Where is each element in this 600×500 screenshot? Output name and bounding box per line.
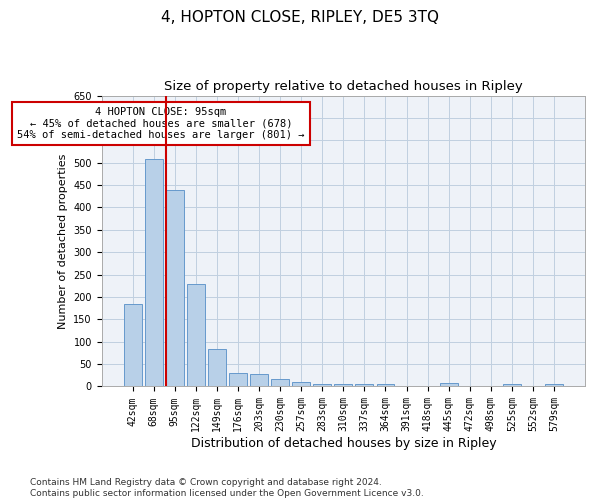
Text: 4 HOPTON CLOSE: 95sqm
← 45% of detached houses are smaller (678)
54% of semi-det: 4 HOPTON CLOSE: 95sqm ← 45% of detached …	[17, 106, 305, 140]
Bar	[355, 384, 373, 386]
Text: Contains HM Land Registry data © Crown copyright and database right 2024.
Contai: Contains HM Land Registry data © Crown c…	[30, 478, 424, 498]
Y-axis label: Number of detached properties: Number of detached properties	[58, 154, 68, 328]
Title: Size of property relative to detached houses in Ripley: Size of property relative to detached ho…	[164, 80, 523, 93]
X-axis label: Distribution of detached houses by size in Ripley: Distribution of detached houses by size …	[191, 437, 496, 450]
Bar	[166, 190, 184, 386]
Bar	[292, 382, 310, 386]
Bar	[377, 384, 394, 386]
Bar	[187, 284, 205, 386]
Bar	[334, 384, 352, 386]
Bar	[145, 159, 163, 386]
Bar	[503, 384, 521, 386]
Bar	[250, 374, 268, 386]
Bar	[313, 384, 331, 386]
Bar	[208, 350, 226, 387]
Bar	[440, 384, 458, 386]
Bar	[124, 304, 142, 386]
Bar	[545, 384, 563, 386]
Bar	[271, 380, 289, 386]
Bar	[229, 373, 247, 386]
Text: 4, HOPTON CLOSE, RIPLEY, DE5 3TQ: 4, HOPTON CLOSE, RIPLEY, DE5 3TQ	[161, 10, 439, 25]
